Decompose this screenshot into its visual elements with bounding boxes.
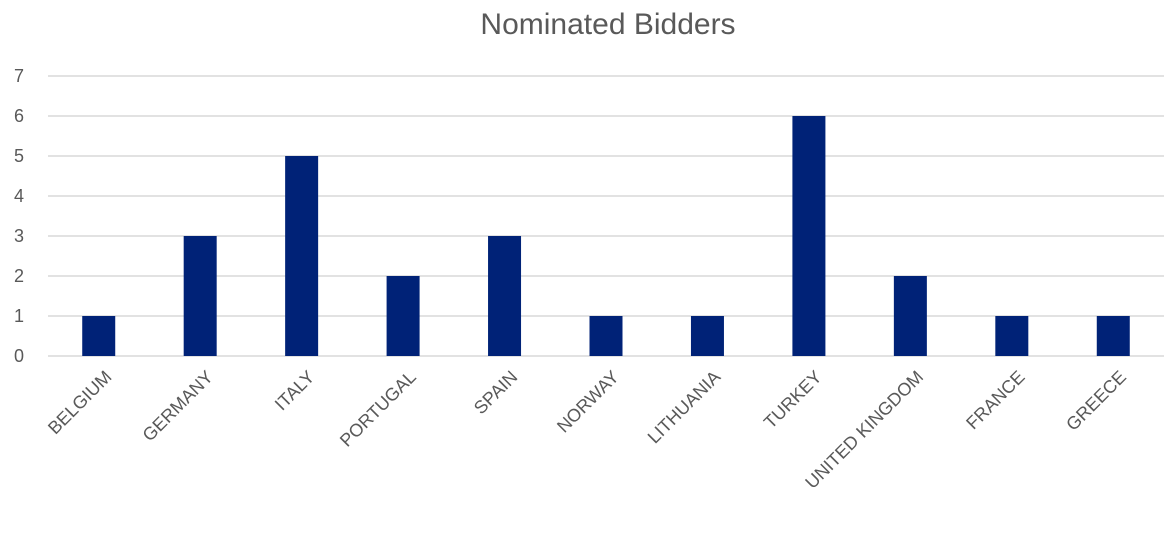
y-tick-label: 5 xyxy=(14,146,24,166)
y-tick-label: 7 xyxy=(14,66,24,86)
bar-portugal xyxy=(386,276,420,356)
x-category-label: FRANCE xyxy=(962,367,1028,433)
bars xyxy=(82,116,1130,356)
x-category-label: BELGIUM xyxy=(44,367,115,438)
bar-lithuania xyxy=(690,316,724,356)
x-category-label: LITHUANIA xyxy=(644,367,725,448)
y-tick-label: 3 xyxy=(14,226,24,246)
y-axis-tick-labels: 0 1 2 3 4 5 6 7 xyxy=(14,66,24,366)
x-category-label: TURKEY xyxy=(760,367,826,433)
bar-italy xyxy=(285,156,319,356)
y-tick-label: 0 xyxy=(14,346,24,366)
bar-greece xyxy=(1096,316,1130,356)
x-category-label: ITALY xyxy=(271,367,319,415)
bar-spain xyxy=(488,236,522,356)
bar-united-kingdom xyxy=(893,276,927,356)
bar-belgium xyxy=(82,316,116,356)
x-axis-category-labels: BELGIUM GERMANY ITALY PORTUGAL SPAIN NORWAY LI… xyxy=(44,367,1130,493)
x-category-label: GERMANY xyxy=(139,367,217,445)
x-category-label: PORTUGAL xyxy=(336,367,420,451)
y-tick-label: 6 xyxy=(14,106,24,126)
bar-france xyxy=(995,316,1029,356)
bar-turkey xyxy=(792,116,826,356)
y-tick-label: 1 xyxy=(14,306,24,326)
bar-germany xyxy=(183,236,217,356)
y-tick-label: 2 xyxy=(14,266,24,286)
x-category-label: GREECE xyxy=(1062,367,1130,435)
y-tick-label: 4 xyxy=(14,186,24,206)
gridlines xyxy=(48,75,1164,357)
bar-norway xyxy=(589,316,623,356)
x-category-label: SPAIN xyxy=(470,367,521,418)
chart-title: Nominated Bidders xyxy=(480,8,735,41)
x-category-label: NORWAY xyxy=(553,367,623,437)
